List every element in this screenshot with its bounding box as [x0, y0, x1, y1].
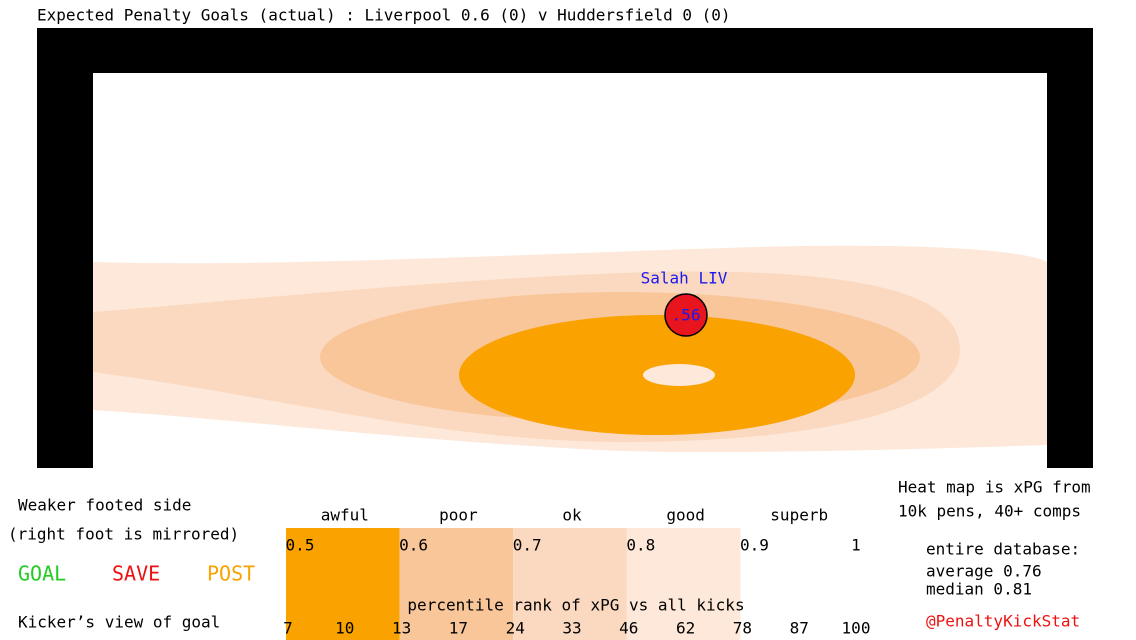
note: average 0.76: [926, 562, 1042, 581]
percentile-tick-label: 7: [283, 619, 293, 638]
rating-label: good: [666, 506, 705, 525]
percentile-tick-label: 100: [842, 619, 871, 638]
heat-peak: [643, 364, 715, 386]
scale-tick-label: 0.5: [286, 536, 315, 555]
percentile-tick-label: 13: [392, 619, 411, 638]
percentile-tick-label: 24: [506, 619, 525, 638]
side-text: (right foot is mirrored): [8, 525, 239, 544]
scale-tick-label: 1: [851, 536, 861, 555]
percentile-tick-label: 17: [449, 619, 468, 638]
side-text: Weaker footed side: [18, 496, 191, 515]
percentile-tick-label: 10: [335, 619, 354, 638]
scale-band: [740, 528, 854, 640]
view-text: Kicker’s view of goal: [18, 613, 220, 632]
scale-tick-label: 0.7: [513, 536, 542, 555]
scale-band: [286, 528, 400, 640]
note: median 0.81: [926, 580, 1032, 599]
percentile-tick-label: 87: [790, 619, 809, 638]
credit: @PenaltyKickStat: [926, 612, 1080, 631]
kick-point: [664, 293, 708, 337]
scale-tick-label: 0.6: [399, 536, 428, 555]
note: Heat map is xPG from: [898, 478, 1091, 497]
scale-band: [626, 528, 741, 640]
percentile-tick-label: 33: [562, 619, 581, 638]
legend-entry: GOAL: [18, 562, 66, 586]
scale-tick-label: 0.9: [740, 536, 769, 555]
percentile-tick-label: 46: [619, 619, 638, 638]
point-name: Salah LIV: [641, 269, 728, 288]
rating-label: poor: [439, 506, 478, 525]
scale-tick-label: 0.8: [626, 536, 655, 555]
note: 10k pens, 40+ comps: [898, 502, 1081, 521]
legend-entry: SAVE: [112, 562, 160, 586]
legend-entry: POST: [207, 562, 255, 586]
scale-band: [513, 528, 627, 640]
rating-label: superb: [770, 506, 828, 525]
percentile-tick-label: 78: [733, 619, 752, 638]
goal: [37, 28, 1093, 468]
percentile-tick-label: 62: [676, 619, 695, 638]
rating-label: awful: [321, 506, 369, 525]
data-label: .56: [672, 306, 701, 325]
scale-band: [399, 528, 514, 640]
note: entire database:: [926, 540, 1080, 559]
percentile-label: percentile rank of xPG vs all kicks: [407, 596, 744, 615]
rating-label: ok: [562, 506, 582, 525]
chart-title: Expected Penalty Goals (actual) : Liverp…: [37, 6, 731, 25]
